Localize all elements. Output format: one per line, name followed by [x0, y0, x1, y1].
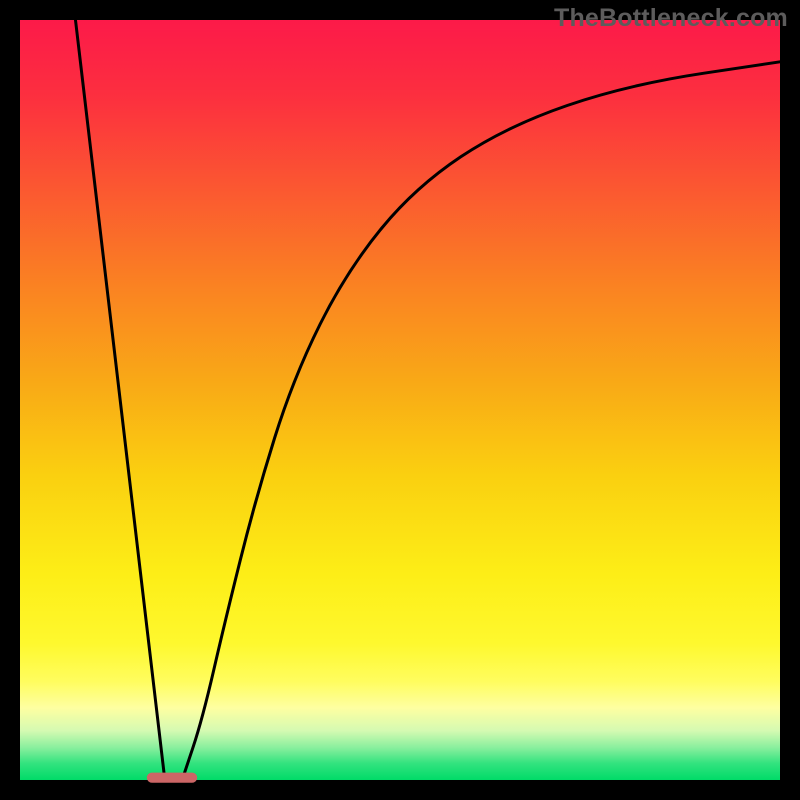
chart-svg — [0, 0, 800, 800]
plot-gradient-background — [20, 20, 780, 780]
watermark-text: TheBottleneck.com — [554, 4, 788, 33]
bottleneck-chart: TheBottleneck.com — [0, 0, 800, 800]
optimal-marker — [147, 773, 196, 782]
